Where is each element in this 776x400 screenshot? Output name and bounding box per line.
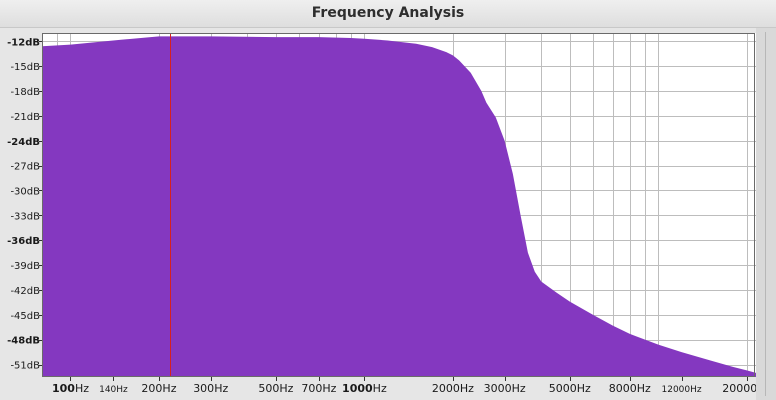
- x-tick-label: 1000Hz: [342, 382, 387, 395]
- x-tick-label: 3000Hz: [484, 382, 526, 395]
- frequency-chart[interactable]: -12dB -15dB -18dB -21dB -24dB -27dB -30dB -33dB…: [0, 28, 756, 400]
- y-tick-label: -51dB: [10, 361, 40, 372]
- x-tick-label: 12000Hz: [662, 385, 702, 395]
- plot-frame: [42, 33, 755, 377]
- resize-handle[interactable]: [756, 28, 776, 400]
- y-tick-label: -18dB: [10, 87, 40, 98]
- x-tick-label: 700Hz: [301, 382, 336, 395]
- x-tick-label: 500Hz: [258, 382, 293, 395]
- x-tick-label: 140Hz: [99, 385, 128, 395]
- y-tick-label: -27dB: [10, 162, 40, 173]
- y-tick-label: -48dB: [7, 336, 40, 347]
- y-tick-label: -36dB: [7, 236, 40, 247]
- x-tick-label: 8000Hz: [609, 382, 651, 395]
- x-tick-label: 2000Hz: [432, 382, 474, 395]
- y-tick-label: -15dB: [10, 62, 40, 73]
- y-tick-label: -21dB: [10, 112, 40, 123]
- y-tick-label: -42dB: [10, 286, 40, 297]
- y-tick-label: -33dB: [10, 211, 40, 222]
- x-tick-label: 20000Hz: [722, 382, 756, 395]
- x-axis: 100Hz 140Hz 200Hz 300Hz 500Hz 700Hz 1000Hz 2000…: [52, 377, 756, 395]
- resize-grip: [765, 32, 766, 396]
- x-tick-label: 5000Hz: [549, 382, 591, 395]
- y-tick-label: -45dB: [10, 311, 40, 322]
- x-tick-label: 100Hz: [52, 382, 89, 395]
- x-tick-label: 200Hz: [141, 382, 176, 395]
- y-tick-label: -39dB: [10, 261, 40, 272]
- y-tick-label: -30dB: [10, 186, 40, 197]
- y-tick-label: -12dB: [7, 37, 40, 48]
- window-title: Frequency Analysis: [311, 5, 465, 21]
- y-axis: -12dB -15dB -18dB -21dB -24dB -27dB -30dB -33dB…: [7, 37, 42, 372]
- x-tick-label: 300Hz: [193, 382, 228, 395]
- window-titlebar: Frequency Analysis: [0, 0, 776, 28]
- spectrum-area: [42, 36, 756, 377]
- y-tick-label: -24dB: [7, 137, 40, 148]
